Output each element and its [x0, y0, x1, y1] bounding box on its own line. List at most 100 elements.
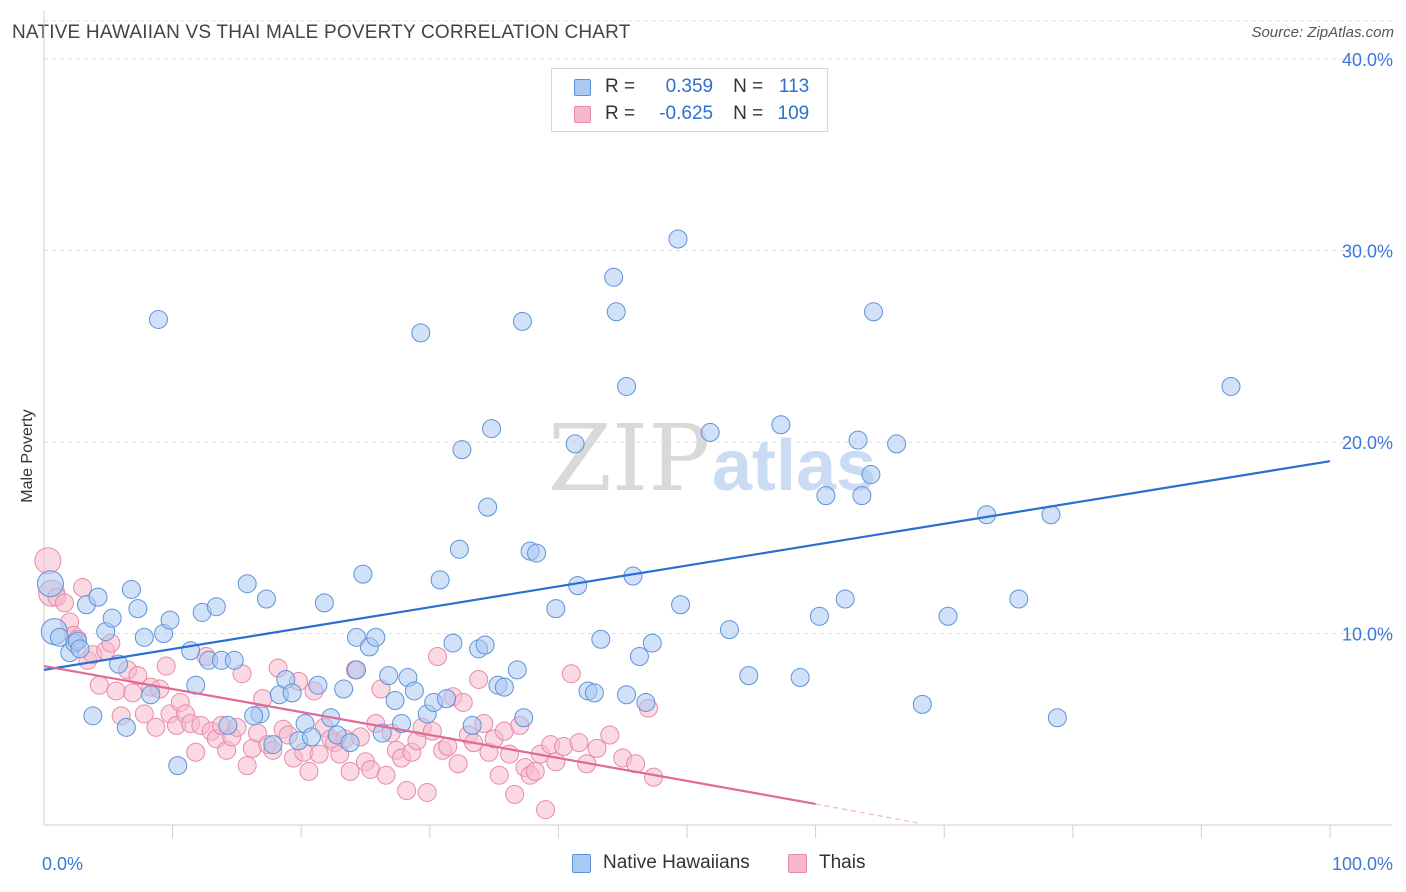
native-hawaiians-point: [121, 579, 141, 599]
trend-lines: [43, 460, 1331, 824]
native-hawaiians-point: [346, 660, 366, 680]
native-hawaiians-point: [546, 599, 566, 619]
native-hawaiians-point: [512, 311, 532, 331]
native-hawaiians-point: [475, 635, 495, 655]
legend-r-value: -0.625: [659, 103, 714, 124]
native-hawaiians-point: [83, 706, 103, 726]
thais-point: [237, 756, 257, 776]
native-hawaiians-point: [430, 570, 450, 590]
native-hawaiians-point: [1009, 589, 1029, 609]
native-hawaiians-point: [353, 564, 373, 584]
native-hawaiians-point: [346, 627, 366, 647]
native-hawaiians-point: [636, 692, 656, 712]
native-hawaiians-point: [809, 606, 829, 626]
thais-point: [587, 738, 607, 758]
y-tick-label: 10.0%: [1342, 625, 1393, 645]
native-hawaiians-point: [282, 683, 302, 703]
native-hawaiians-point: [372, 723, 392, 743]
legend-n-value: 113: [778, 76, 810, 97]
legend-item-thais: Thais: [788, 852, 865, 874]
native-hawaiians-point: [452, 440, 472, 460]
native-hawaiians-point: [835, 589, 855, 609]
native-hawaiians-point: [478, 497, 498, 517]
legend-r-label: R =: [605, 103, 636, 124]
legend-swatch-blue: [572, 853, 591, 873]
correlation-legend: R = 0.359 N = 113 R = -0.625 N = 109: [551, 68, 828, 132]
native-hawaiians-trend-line: [43, 460, 1331, 671]
native-hawaiians-point: [301, 727, 321, 747]
native-hawaiians-point: [617, 685, 637, 705]
thais-trend-line: [43, 664, 816, 806]
native-hawaiians-point: [148, 309, 168, 329]
native-hawaiians-point: [70, 639, 90, 659]
native-hawaiians-point: [206, 597, 226, 617]
native-hawaiians-point: [591, 629, 611, 649]
native-hawaiians-point: [218, 715, 238, 735]
native-hawaiians-point: [606, 302, 626, 322]
native-hawaiians-point: [449, 539, 469, 559]
source-label: Source: ZipAtlas.com: [1251, 24, 1394, 41]
legend-n-label: N =: [733, 103, 764, 124]
native-hawaiians-point: [739, 666, 759, 686]
legend-r-label: R =: [605, 76, 636, 97]
thais-point: [505, 784, 525, 804]
thais-point: [536, 800, 556, 820]
native-hawaiians-point: [141, 685, 161, 705]
native-hawaiians-point: [314, 593, 334, 613]
thais-point: [55, 593, 75, 613]
thais-point: [448, 754, 468, 774]
native-hawaiians-point: [507, 660, 527, 680]
native-hawaiians-point: [443, 633, 463, 653]
chart-title: NATIVE HAWAIIAN VS THAI MALE POVERTY COR…: [12, 22, 631, 43]
native-hawaiians-point: [863, 302, 883, 322]
thais-point: [428, 646, 448, 666]
thais-point: [123, 683, 143, 703]
native-hawaiians-point: [482, 419, 502, 439]
thais-trend-extension: [815, 803, 919, 824]
native-hawaiians-point: [568, 576, 588, 596]
native-hawaiians-point: [134, 627, 154, 647]
native-hawaiians-point: [244, 706, 264, 726]
thais-point: [340, 761, 360, 781]
tick-labels: 10.0% 20.0% 30.0% 40.0% 0.0% 100.0%: [42, 50, 1393, 874]
legend-r-value: 0.359: [665, 76, 714, 97]
native-hawaiians-point: [308, 675, 328, 695]
native-hawaiians-point: [109, 654, 129, 674]
thais-point: [469, 669, 489, 689]
native-hawaiians-point: [617, 376, 637, 396]
native-hawaiians-point: [816, 486, 836, 506]
native-hawaiians-point: [263, 735, 283, 755]
native-hawaiians-point: [237, 574, 257, 594]
native-hawaiians-point: [160, 610, 180, 630]
thais-point: [600, 725, 620, 745]
native-hawaiians-point: [437, 689, 457, 709]
thais-point: [376, 765, 396, 785]
thais-point: [489, 765, 509, 785]
thais-point: [525, 761, 545, 781]
y-tick-label: 40.0%: [1342, 50, 1393, 70]
thais-point: [186, 742, 206, 762]
native-hawaiians-point: [379, 666, 399, 686]
native-hawaiians-point: [366, 627, 386, 647]
native-hawaiians-point: [514, 708, 534, 728]
native-hawaiians-point: [912, 694, 932, 714]
thais-point: [569, 733, 589, 753]
x-tick-label-min: 0.0%: [42, 854, 83, 874]
thais-point: [34, 547, 62, 575]
thais-point: [73, 578, 93, 598]
legend-swatch-blue: [574, 78, 591, 96]
native-hawaiians-point: [494, 677, 514, 697]
legend-n-value: 109: [777, 103, 810, 124]
native-hawaiians-point: [861, 465, 881, 485]
native-hawaiians-point: [411, 323, 431, 343]
axes: [43, 10, 1392, 838]
x-tick-label-max: 100.0%: [1332, 854, 1393, 874]
series-legend: Native Hawaiians Thais: [0, 852, 1406, 876]
native-hawaiians-point: [340, 733, 360, 753]
native-hawaiians-point: [392, 714, 412, 734]
legend-swatch-pink: [788, 853, 807, 873]
native-hawaiians-point: [790, 668, 810, 688]
native-hawaiians-point: [1221, 376, 1241, 396]
native-hawaiians-point: [102, 608, 122, 628]
